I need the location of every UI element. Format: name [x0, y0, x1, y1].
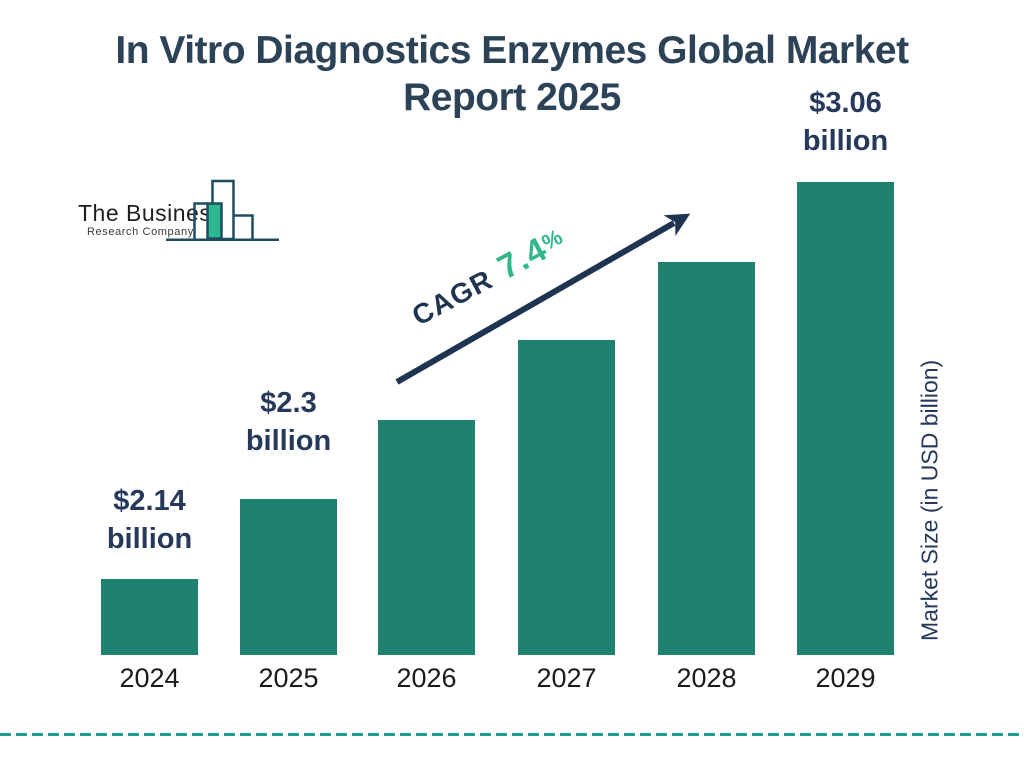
x-axis-label-2024: 2024 [119, 663, 180, 693]
value-label-2025: $2.3 billion [245, 387, 332, 457]
bar-2026 [378, 420, 475, 655]
bar-2028 [658, 262, 755, 655]
x-axis-label-2026: 2026 [396, 663, 457, 693]
value-label-2024: $2.14 billion [106, 485, 193, 555]
title-line-1: In Vitro Diagnostics Enzymes Global Mark… [115, 29, 909, 72]
x-axis-label-2025: 2025 [258, 663, 319, 693]
bar-chart-logo-icon [166, 179, 279, 242]
x-axis-label-2027: 2027 [536, 663, 597, 693]
bar-2025 [240, 499, 337, 655]
company-logo: The Business Research Company [78, 178, 290, 246]
bar-2027 [518, 340, 615, 655]
bottom-dashed-divider [0, 733, 1024, 736]
bar-2024 [101, 579, 198, 655]
logo-text-secondary: Research Company [87, 226, 194, 238]
bar-2029 [797, 182, 894, 655]
page-title: In Vitro Diagnostics Enzymes Global Mark… [0, 27, 1024, 121]
title-line-2: Report 2025 [403, 76, 621, 119]
x-axis-label-2028: 2028 [676, 663, 737, 693]
x-axis-label-2029: 2029 [815, 663, 876, 693]
y-axis-label: Market Size (in USD billion) [916, 359, 943, 641]
value-label-2029: $3.06 billion [802, 87, 889, 157]
growth-arrow-icon [395, 213, 691, 385]
